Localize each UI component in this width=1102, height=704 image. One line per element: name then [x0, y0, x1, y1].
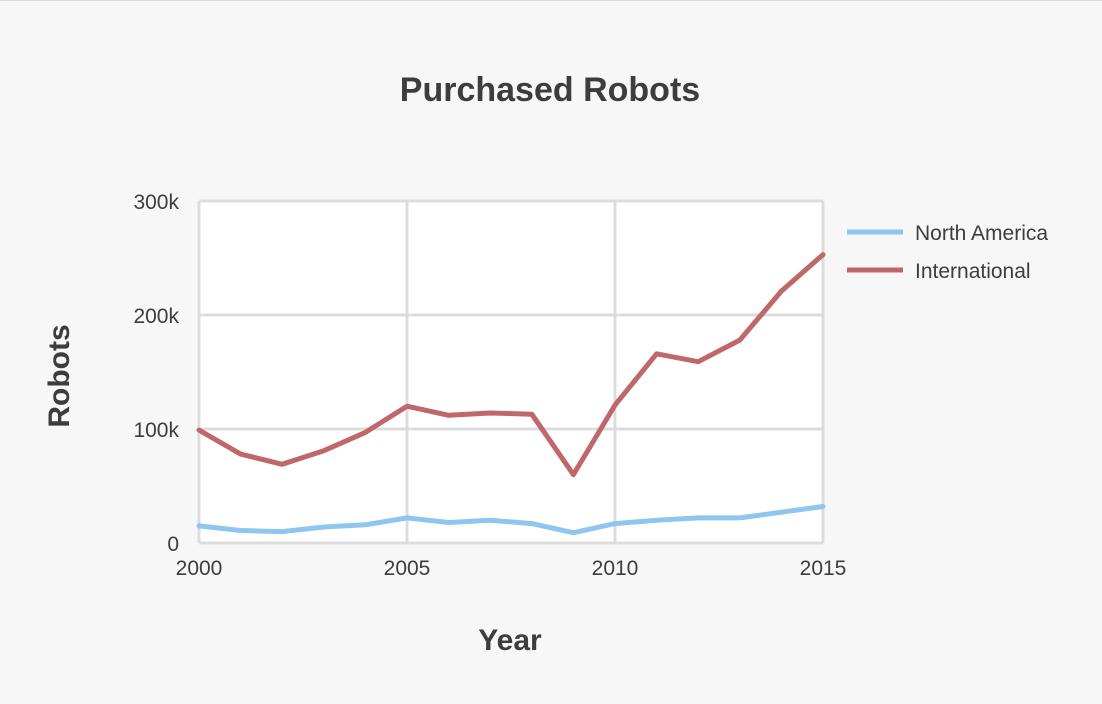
y-axis-title: Robots [43, 324, 76, 427]
y-tick-label: 100k [133, 419, 179, 442]
y-tick-label: 0 [167, 533, 179, 556]
series-line-north-america [196, 504, 826, 536]
x-tick-label: 2005 [384, 557, 431, 580]
series-line-international [196, 252, 826, 478]
chart-title: Purchased Robots [400, 71, 700, 109]
y-axis-ticks: 0 100k 200k 300k [133, 191, 179, 556]
legend-label: International [915, 260, 1031, 283]
y-tick-label: 300k [133, 191, 179, 214]
top-divider [0, 0, 1102, 1]
legend-label: North America [915, 222, 1048, 245]
x-axis-title: Year [478, 624, 542, 657]
grid-lines [197, 199, 825, 545]
x-tick-label: 2000 [176, 557, 223, 580]
legend: North America International [847, 222, 1048, 283]
x-tick-label: 2015 [800, 557, 847, 580]
x-tick-label: 2010 [592, 557, 639, 580]
y-tick-label: 200k [133, 305, 179, 328]
plot-area [199, 201, 823, 543]
series-lines [196, 252, 826, 536]
x-axis-ticks: 2000 2005 2010 2015 [176, 557, 847, 580]
